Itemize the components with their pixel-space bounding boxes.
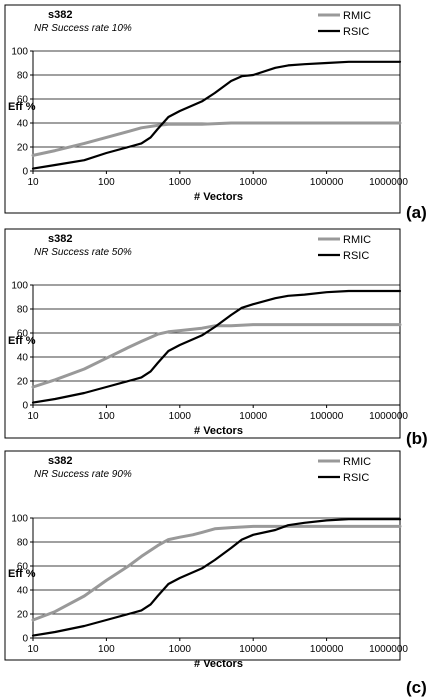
y-tick-label: 40 xyxy=(17,353,29,364)
y-tick-label: 60 xyxy=(17,95,29,106)
x-tick-label: 1000000 xyxy=(369,411,408,422)
y-tick-label: 80 xyxy=(17,305,29,316)
y-tick-label: 20 xyxy=(17,143,29,154)
chart-title: s382 xyxy=(48,455,72,467)
y-tick-label: 60 xyxy=(17,329,29,340)
y-tick-label: 20 xyxy=(17,377,29,388)
y-tick-label: 100 xyxy=(11,47,28,58)
series-line-rmic xyxy=(31,323,402,389)
x-axis-title: # Vectors xyxy=(194,425,243,437)
chart-subtitle: NR Success rate 90% xyxy=(34,469,132,480)
series-line-rsic xyxy=(31,518,402,637)
x-axis-title: # Vectors xyxy=(194,658,243,670)
x-tick-label: 100000 xyxy=(310,411,344,422)
x-tick-label: 100000 xyxy=(310,177,344,188)
x-tick-label: 100000 xyxy=(310,644,344,655)
x-tick-label: 1000000 xyxy=(369,644,408,655)
panel-frame xyxy=(4,228,401,439)
chart-title: s382 xyxy=(48,9,72,21)
chart-subtitle: NR Success rate 10% xyxy=(34,23,132,34)
panel-frame xyxy=(4,450,401,661)
x-tick-label: 100 xyxy=(98,177,115,188)
x-tick-label: 10000 xyxy=(239,411,267,422)
legend-label-rsic: RSIC xyxy=(343,472,369,484)
legend-label-rmic: RMIC xyxy=(343,234,371,246)
legend-label-rsic: RSIC xyxy=(343,26,369,38)
x-tick-label: 10000 xyxy=(239,177,267,188)
series-line-rmic xyxy=(31,121,402,157)
y-tick-label: 0 xyxy=(22,167,28,178)
chart-subtitle: NR Success rate 50% xyxy=(34,247,132,258)
x-tick-label: 1000 xyxy=(169,177,192,188)
chart-panel-a: 0 20 40 60 80 100 10 100 1000 10000 100000 1000000 s… xyxy=(4,4,408,214)
y-tick-label: 80 xyxy=(17,538,29,549)
y-tick-label: 80 xyxy=(17,71,29,82)
legend-label-rmic: RMIC xyxy=(343,456,371,468)
x-tick-label: 100 xyxy=(98,411,115,422)
x-tick-label: 100 xyxy=(98,644,115,655)
y-tick-label: 0 xyxy=(22,634,28,645)
y-tick-label: 0 xyxy=(22,401,28,412)
series-line-rsic xyxy=(31,289,402,404)
series-line-rmic xyxy=(31,524,402,622)
y-tick-label: 40 xyxy=(17,586,29,597)
x-tick-label: 1000 xyxy=(169,644,192,655)
x-tick-label: 10 xyxy=(27,177,39,188)
x-tick-label: 10 xyxy=(27,411,39,422)
legend-label-rmic: RMIC xyxy=(343,10,371,22)
panel-label: (c) xyxy=(406,678,427,697)
x-tick-label: 10000 xyxy=(239,644,267,655)
y-tick-label: 100 xyxy=(11,281,28,292)
x-tick-label: 1000000 xyxy=(369,177,408,188)
y-axis-title: Eff % xyxy=(8,568,36,580)
series-line-rsic xyxy=(31,60,402,170)
y-tick-label: 20 xyxy=(17,610,29,621)
y-axis-title: Eff % xyxy=(8,335,36,347)
panel-frame xyxy=(4,4,401,214)
y-axis-title: Eff % xyxy=(8,101,36,113)
chart-panel-b: 0 20 40 60 80 100 10 100 1000 10000 100000 1000000 s… xyxy=(4,228,408,439)
x-tick-label: 10 xyxy=(27,644,39,655)
y-tick-label: 100 xyxy=(11,514,28,525)
chart-panel-c: 0 20 40 60 80 100 10 100 1000 10000 100000 1000000 s… xyxy=(4,450,408,670)
panel-label: (b) xyxy=(406,429,428,448)
chart-title: s382 xyxy=(48,233,72,245)
x-tick-label: 1000 xyxy=(169,411,192,422)
legend-label-rsic: RSIC xyxy=(343,250,369,262)
x-axis-title: # Vectors xyxy=(194,191,243,203)
y-tick-label: 40 xyxy=(17,119,29,130)
y-tick-label: 60 xyxy=(17,562,29,573)
panel-label: (a) xyxy=(406,203,427,222)
